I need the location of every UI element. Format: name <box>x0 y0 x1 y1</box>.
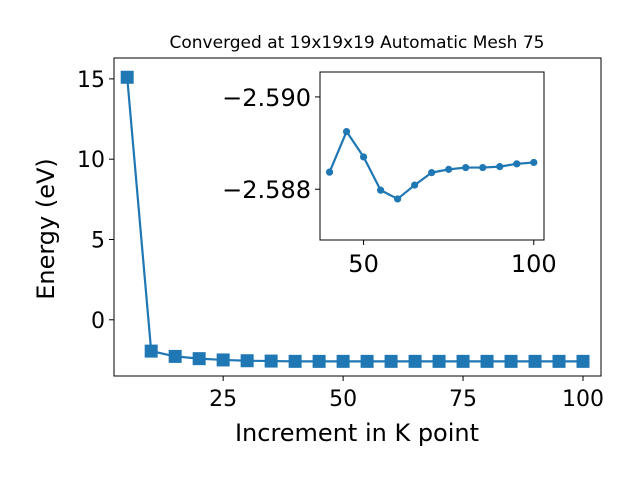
inset-data-point-7 <box>445 165 453 173</box>
inset-data-point-9 <box>479 163 487 172</box>
chart-title: Converged at 19x19x19 Automatic Mesh 75 <box>170 33 545 53</box>
main-data-point-6 <box>264 354 278 368</box>
main-data-point-18 <box>552 354 566 368</box>
inset-data-point-12 <box>530 158 538 167</box>
inset-data-point-4 <box>394 195 402 203</box>
inset-plot: 50 100 −2.590 −2.588 <box>222 71 557 278</box>
inset-data-point-8 <box>462 163 470 172</box>
main-x-tick-label-3: 100 <box>562 387 604 412</box>
inset-data-point-11 <box>513 160 521 168</box>
main-data-point-11 <box>384 354 398 368</box>
main-data-point-1 <box>144 344 158 358</box>
inset-data-point-6 <box>428 169 436 177</box>
main-data-point-14 <box>456 354 470 368</box>
main-y-tick-label-0: 0 <box>91 309 105 334</box>
inset-y-tick-label-1: −2.588 <box>222 176 311 204</box>
inset-data-point-2 <box>359 153 368 161</box>
x-axis-label: Increment in K point <box>235 419 479 447</box>
inset-data-point-10 <box>496 163 504 171</box>
main-data-point-3 <box>192 352 206 366</box>
main-data-point-10 <box>360 354 374 368</box>
inset-data-point-3 <box>376 186 385 194</box>
main-data-point-17 <box>528 354 542 368</box>
inset-x-tick-label-1: 100 <box>511 250 557 278</box>
main-data-point-0 <box>120 70 134 84</box>
inset-data-point-0 <box>325 168 334 176</box>
main-x-tick-label-1: 50 <box>329 387 357 412</box>
inset-x-tick-label-0: 50 <box>348 250 379 278</box>
main-y-tick-label-3: 15 <box>77 68 105 93</box>
inset-data-point-1 <box>342 127 351 136</box>
inset-data-point-5 <box>411 181 419 189</box>
y-axis-label: Energy (eV) <box>32 158 60 300</box>
main-data-point-7 <box>288 354 302 368</box>
main-x-tick-label-0: 25 <box>209 387 237 412</box>
main-y-tick-label-1: 5 <box>91 228 105 253</box>
main-data-point-16 <box>504 354 518 368</box>
main-data-point-8 <box>312 354 326 368</box>
main-x-tick-label-2: 75 <box>449 387 477 412</box>
main-data-point-4 <box>216 353 230 367</box>
main-data-point-9 <box>336 354 350 368</box>
inset-axes-frame <box>319 71 545 241</box>
main-data-point-15 <box>480 354 494 368</box>
main-y-tick-label-2: 10 <box>77 148 105 173</box>
main-data-point-19 <box>576 354 590 368</box>
main-axes-frame <box>113 57 602 377</box>
main-data-point-2 <box>168 349 182 363</box>
inset-background <box>320 72 544 240</box>
main-data-point-5 <box>240 354 254 368</box>
main-data-point-12 <box>408 354 422 368</box>
main-data-point-13 <box>432 354 446 368</box>
main-plot: 25 50 75 100 0 5 10 15 <box>77 57 604 412</box>
inset-y-tick-label-0: −2.590 <box>222 84 311 112</box>
